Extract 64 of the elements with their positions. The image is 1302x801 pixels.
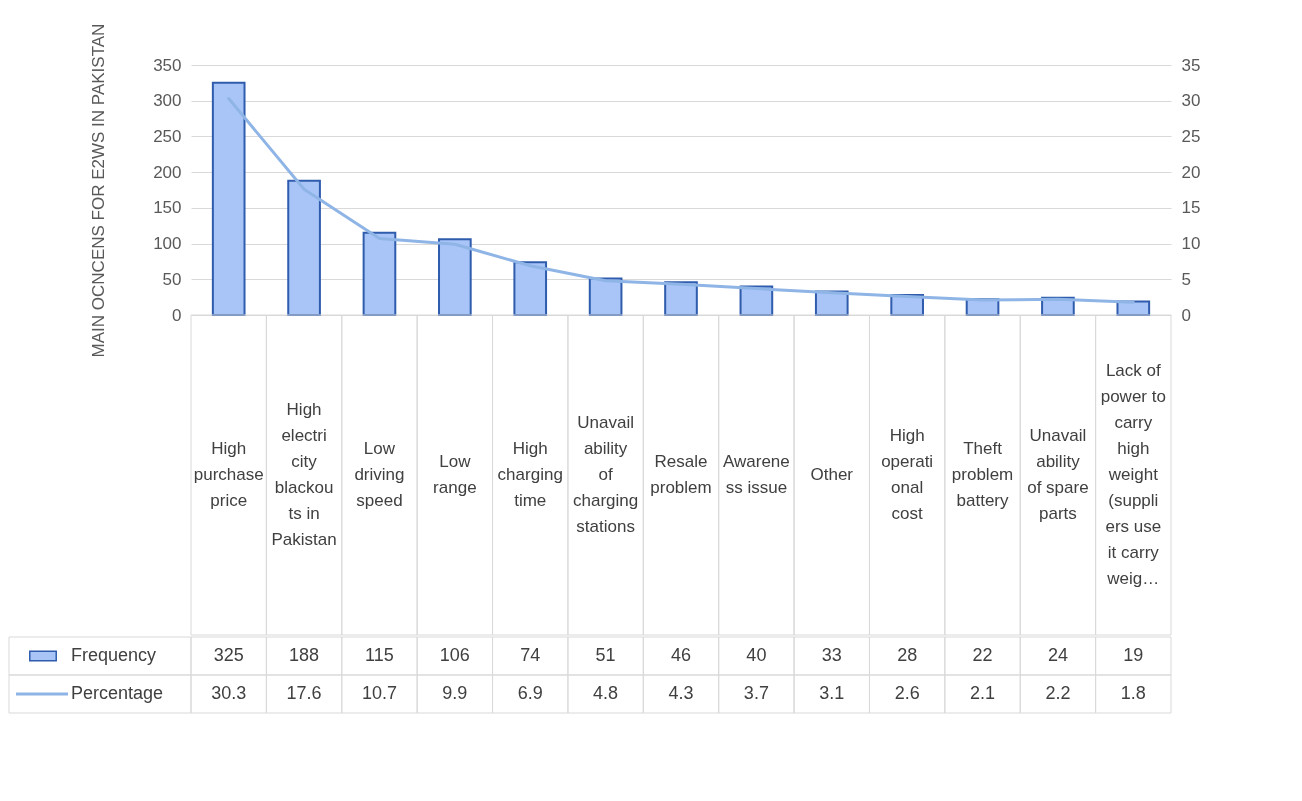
data-label: 22	[972, 645, 993, 665]
data-label: 2.6	[894, 683, 920, 703]
legend-label: Frequency	[71, 645, 157, 665]
data-label: 74	[520, 645, 541, 665]
y-tick-label: 0	[172, 305, 182, 325]
data-label: 33	[821, 645, 842, 665]
data-label: 10.7	[361, 683, 397, 703]
y2-tick-label: 10	[1181, 234, 1201, 254]
y-axis-title: MAIN OCNCENS FOR E2WS IN PAKISTAN	[89, 23, 109, 358]
data-label: 2.2	[1045, 683, 1071, 703]
x-tick-label: Unavailability of spare parts	[1027, 426, 1089, 523]
bar	[438, 238, 472, 316]
x-tick-label: Unavailability of charging stations	[573, 413, 639, 536]
bar	[513, 261, 548, 316]
y2-tick-label: 35	[1181, 55, 1201, 75]
y-tick-label: 350	[153, 55, 182, 75]
x-tick-label: Theft problem battery	[951, 439, 1014, 510]
data-label: 4.3	[668, 683, 694, 703]
data-label: 2.1	[970, 683, 996, 703]
y-tick-label: 300	[153, 91, 182, 111]
y-tick-label: 100	[153, 234, 182, 254]
y2-tick-label: 30	[1181, 91, 1201, 111]
data-label: 30.3	[211, 683, 247, 703]
x-tick-label: High operational cost	[881, 426, 934, 523]
data-label: 325	[213, 645, 244, 665]
data-label: 40	[746, 645, 767, 665]
x-tick-label: High electricity blackouts in Pakistan	[271, 400, 337, 549]
x-tick-label: Other	[810, 465, 854, 484]
data-label: 115	[365, 645, 394, 665]
line-series	[227, 97, 1135, 304]
y2-tick-label: 5	[1181, 269, 1191, 289]
y2-tick-label: 0	[1181, 305, 1191, 325]
data-label: 106	[439, 645, 470, 665]
data-label: 46	[670, 645, 692, 665]
bar	[362, 231, 397, 316]
legend-label: Percentage	[71, 683, 164, 703]
bar	[287, 179, 321, 316]
data-label: 9.9	[442, 683, 468, 703]
data-label: 51	[595, 645, 616, 665]
data-label: 24	[1047, 645, 1068, 665]
y2-tick-label: 20	[1181, 162, 1201, 182]
x-tick-label: Resale problem	[650, 452, 712, 497]
data-label: 17.6	[286, 683, 322, 703]
data-label: 4.8	[593, 683, 619, 703]
y-tick-label: 250	[153, 126, 182, 146]
bar	[211, 81, 246, 316]
x-tick-label: Low range	[433, 452, 477, 497]
y-tick-label: 50	[162, 269, 182, 289]
data-label: 188	[289, 645, 320, 665]
data-label: 6.9	[517, 683, 543, 703]
y-tick-label: 150	[153, 198, 182, 218]
x-tick-label: High purchase price	[193, 439, 264, 510]
data-label: 3.7	[743, 683, 769, 703]
y2-tick-label: 15	[1181, 198, 1201, 218]
x-tick-label: Low driving speed	[354, 439, 405, 510]
y-tick-label: 200	[153, 162, 182, 182]
x-tick-label: Awareness issue	[722, 452, 790, 497]
data-label: 19	[1123, 645, 1144, 665]
data-label: 28	[897, 645, 918, 665]
data-label: 3.1	[819, 683, 845, 703]
data-label: 1.8	[1120, 683, 1146, 703]
x-tick-label: High charging time	[497, 439, 563, 510]
category-label: Lack of power to carry high weight (suppliers use it carry weig…	[1100, 361, 1166, 588]
y2-tick-label: 25	[1181, 126, 1201, 146]
